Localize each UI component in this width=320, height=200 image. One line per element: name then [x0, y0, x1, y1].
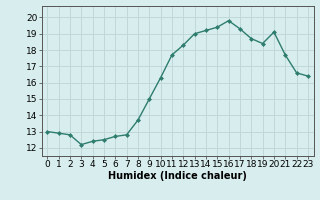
X-axis label: Humidex (Indice chaleur): Humidex (Indice chaleur) — [108, 171, 247, 181]
